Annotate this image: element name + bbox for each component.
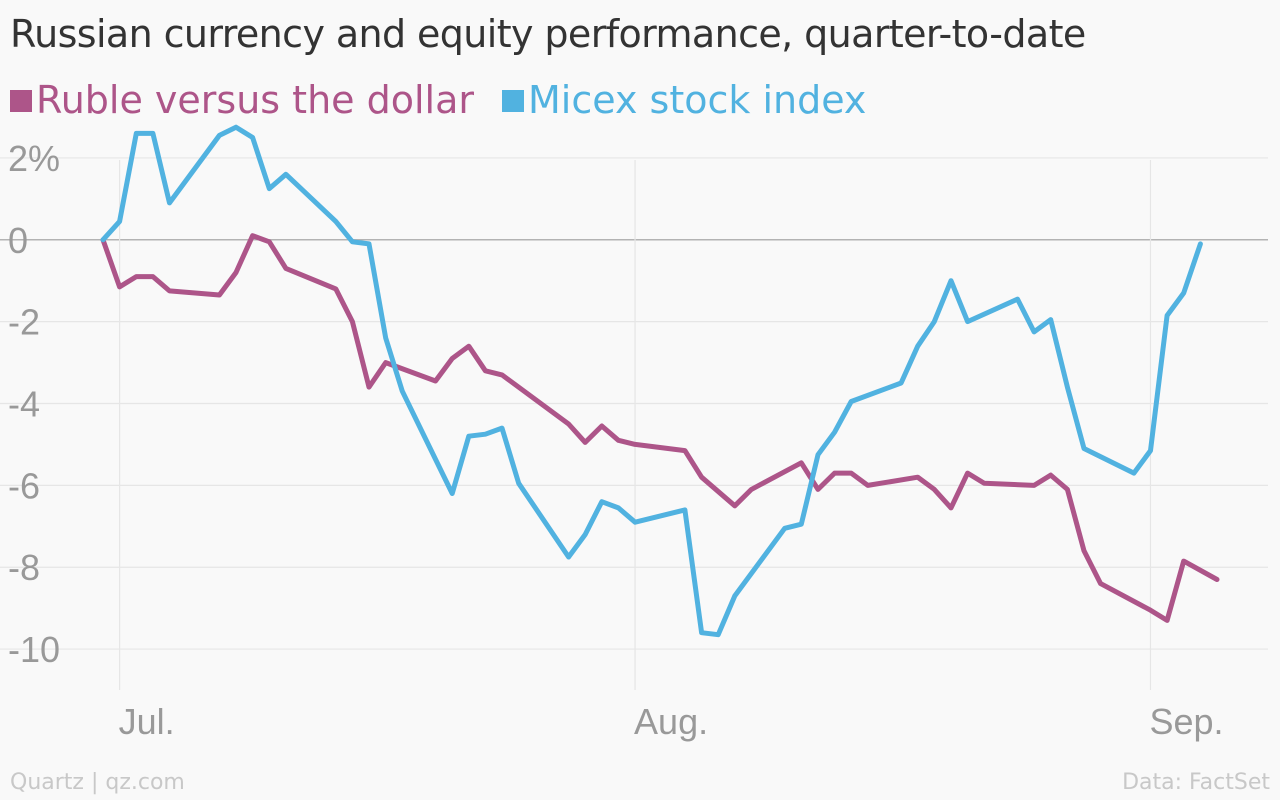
- chart-title: Russian currency and equity performance,…: [10, 12, 1086, 56]
- y-tick-label: -10: [8, 629, 60, 670]
- footer-source-right: Data: FactSet: [1122, 770, 1270, 795]
- y-tick-label: 2%: [8, 138, 60, 179]
- legend-label-ruble: Ruble versus the dollar: [36, 78, 475, 122]
- series-line-ruble: [100, 233, 1220, 623]
- x-tick-label: Sep.: [1149, 701, 1223, 742]
- legend: Ruble versus the dollar Micex stock inde…: [10, 78, 894, 122]
- grid-layer: [0, 157, 1268, 690]
- series-line-micex: [100, 124, 1203, 638]
- legend-label-micex: Micex stock index: [528, 78, 867, 122]
- y-tick-label: -2: [8, 302, 40, 343]
- y-tick-label: -8: [8, 547, 40, 588]
- y-tick-label: -4: [8, 384, 40, 425]
- x-tick-label: Jul.: [119, 701, 175, 742]
- legend-swatch-ruble: [10, 90, 32, 112]
- y-tick-label: 0: [8, 220, 28, 261]
- tick-label-layer: 2% 0 -2 -4 -6 -8 -10 Jul. Aug. Sep.: [8, 138, 1224, 742]
- legend-item-micex: Micex stock index: [502, 78, 866, 122]
- legend-swatch-micex: [502, 90, 525, 112]
- x-tick-label: Aug.: [634, 701, 708, 742]
- y-tick-label: -6: [8, 465, 40, 506]
- footer-source-left: Quartz | qz.com: [10, 770, 185, 795]
- legend-item-ruble: Ruble versus the dollar: [10, 78, 474, 122]
- series-layer: [100, 124, 1220, 638]
